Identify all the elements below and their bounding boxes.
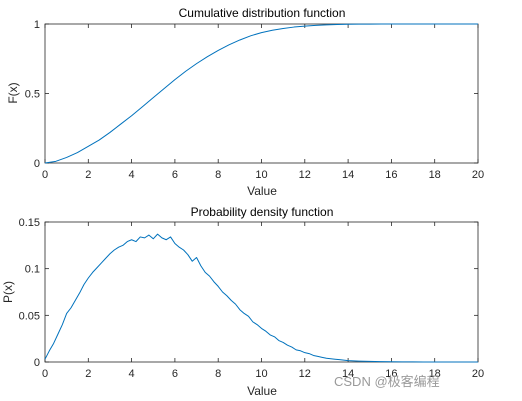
cdf-xtick-label: 10 bbox=[255, 169, 267, 181]
cdf-chart: Cumulative distribution function Value F… bbox=[6, 6, 484, 198]
pdf-xtick-label: 18 bbox=[429, 368, 441, 380]
cdf-ytick-label: 0 bbox=[34, 158, 40, 170]
pdf-xtick-label: 6 bbox=[172, 368, 178, 380]
pdf-ytick-label: 0.05 bbox=[19, 310, 40, 322]
pdf-ytick-label: 0.15 bbox=[19, 217, 40, 229]
pdf-xtick-label: 0 bbox=[42, 368, 48, 380]
pdf-xtick-label: 16 bbox=[385, 368, 397, 380]
cdf-xtick-label: 6 bbox=[172, 169, 178, 181]
cdf-xtick-label: 20 bbox=[472, 169, 484, 181]
pdf-title: Probability density function bbox=[191, 205, 334, 219]
pdf-axes-box bbox=[44, 221, 479, 363]
cdf-xtick-label: 18 bbox=[429, 169, 441, 181]
cdf-axes-box bbox=[44, 23, 479, 164]
cdf-xlabel: Value bbox=[247, 184, 277, 198]
cdf-ylabel: F(x) bbox=[6, 82, 20, 103]
cdf-marks: 0 2 4 6 8 10 12 14 16 18 20 0 0.5 1 bbox=[25, 19, 484, 181]
pdf-ytick-label: 0 bbox=[34, 357, 40, 369]
pdf-xtick-label: 4 bbox=[129, 368, 135, 380]
cdf-xtick-label: 2 bbox=[85, 169, 91, 181]
cdf-ytick-label: 1 bbox=[34, 19, 40, 31]
pdf-ytick-label: 0.1 bbox=[25, 264, 40, 276]
cdf-xtick-label: 14 bbox=[342, 169, 354, 181]
pdf-xtick-label: 8 bbox=[215, 368, 221, 380]
pdf-ylabel: P(x) bbox=[1, 281, 15, 303]
pdf-xlabel: Value bbox=[247, 384, 277, 398]
cdf-title: Cumulative distribution function bbox=[179, 6, 346, 20]
pdf-xtick-label: 2 bbox=[85, 368, 91, 380]
watermark-text: CSDN @极客编程 bbox=[334, 374, 440, 389]
pdf-marks: 0 2 4 6 8 10 12 14 16 18 20 0 0.05 0.1 0.15 bbox=[19, 217, 485, 380]
pdf-xtick-label: 14 bbox=[342, 368, 354, 380]
pdf-series-line bbox=[44, 233, 478, 363]
cdf-xtick-label: 8 bbox=[215, 169, 221, 181]
pdf-xtick-label: 10 bbox=[255, 368, 267, 380]
cdf-xtick-label: 0 bbox=[42, 169, 48, 181]
cdf-ytick-label: 0.5 bbox=[25, 89, 40, 101]
pdf-xtick-label: 12 bbox=[299, 368, 311, 380]
pdf-xtick-label: 20 bbox=[472, 368, 484, 380]
pdf-chart: Probability density function Value P(x) … bbox=[1, 205, 484, 398]
cdf-xtick-label: 16 bbox=[385, 169, 397, 181]
cdf-series-line bbox=[44, 23, 478, 164]
cdf-xtick-label: 4 bbox=[129, 169, 135, 181]
cdf-xtick-label: 12 bbox=[299, 169, 311, 181]
